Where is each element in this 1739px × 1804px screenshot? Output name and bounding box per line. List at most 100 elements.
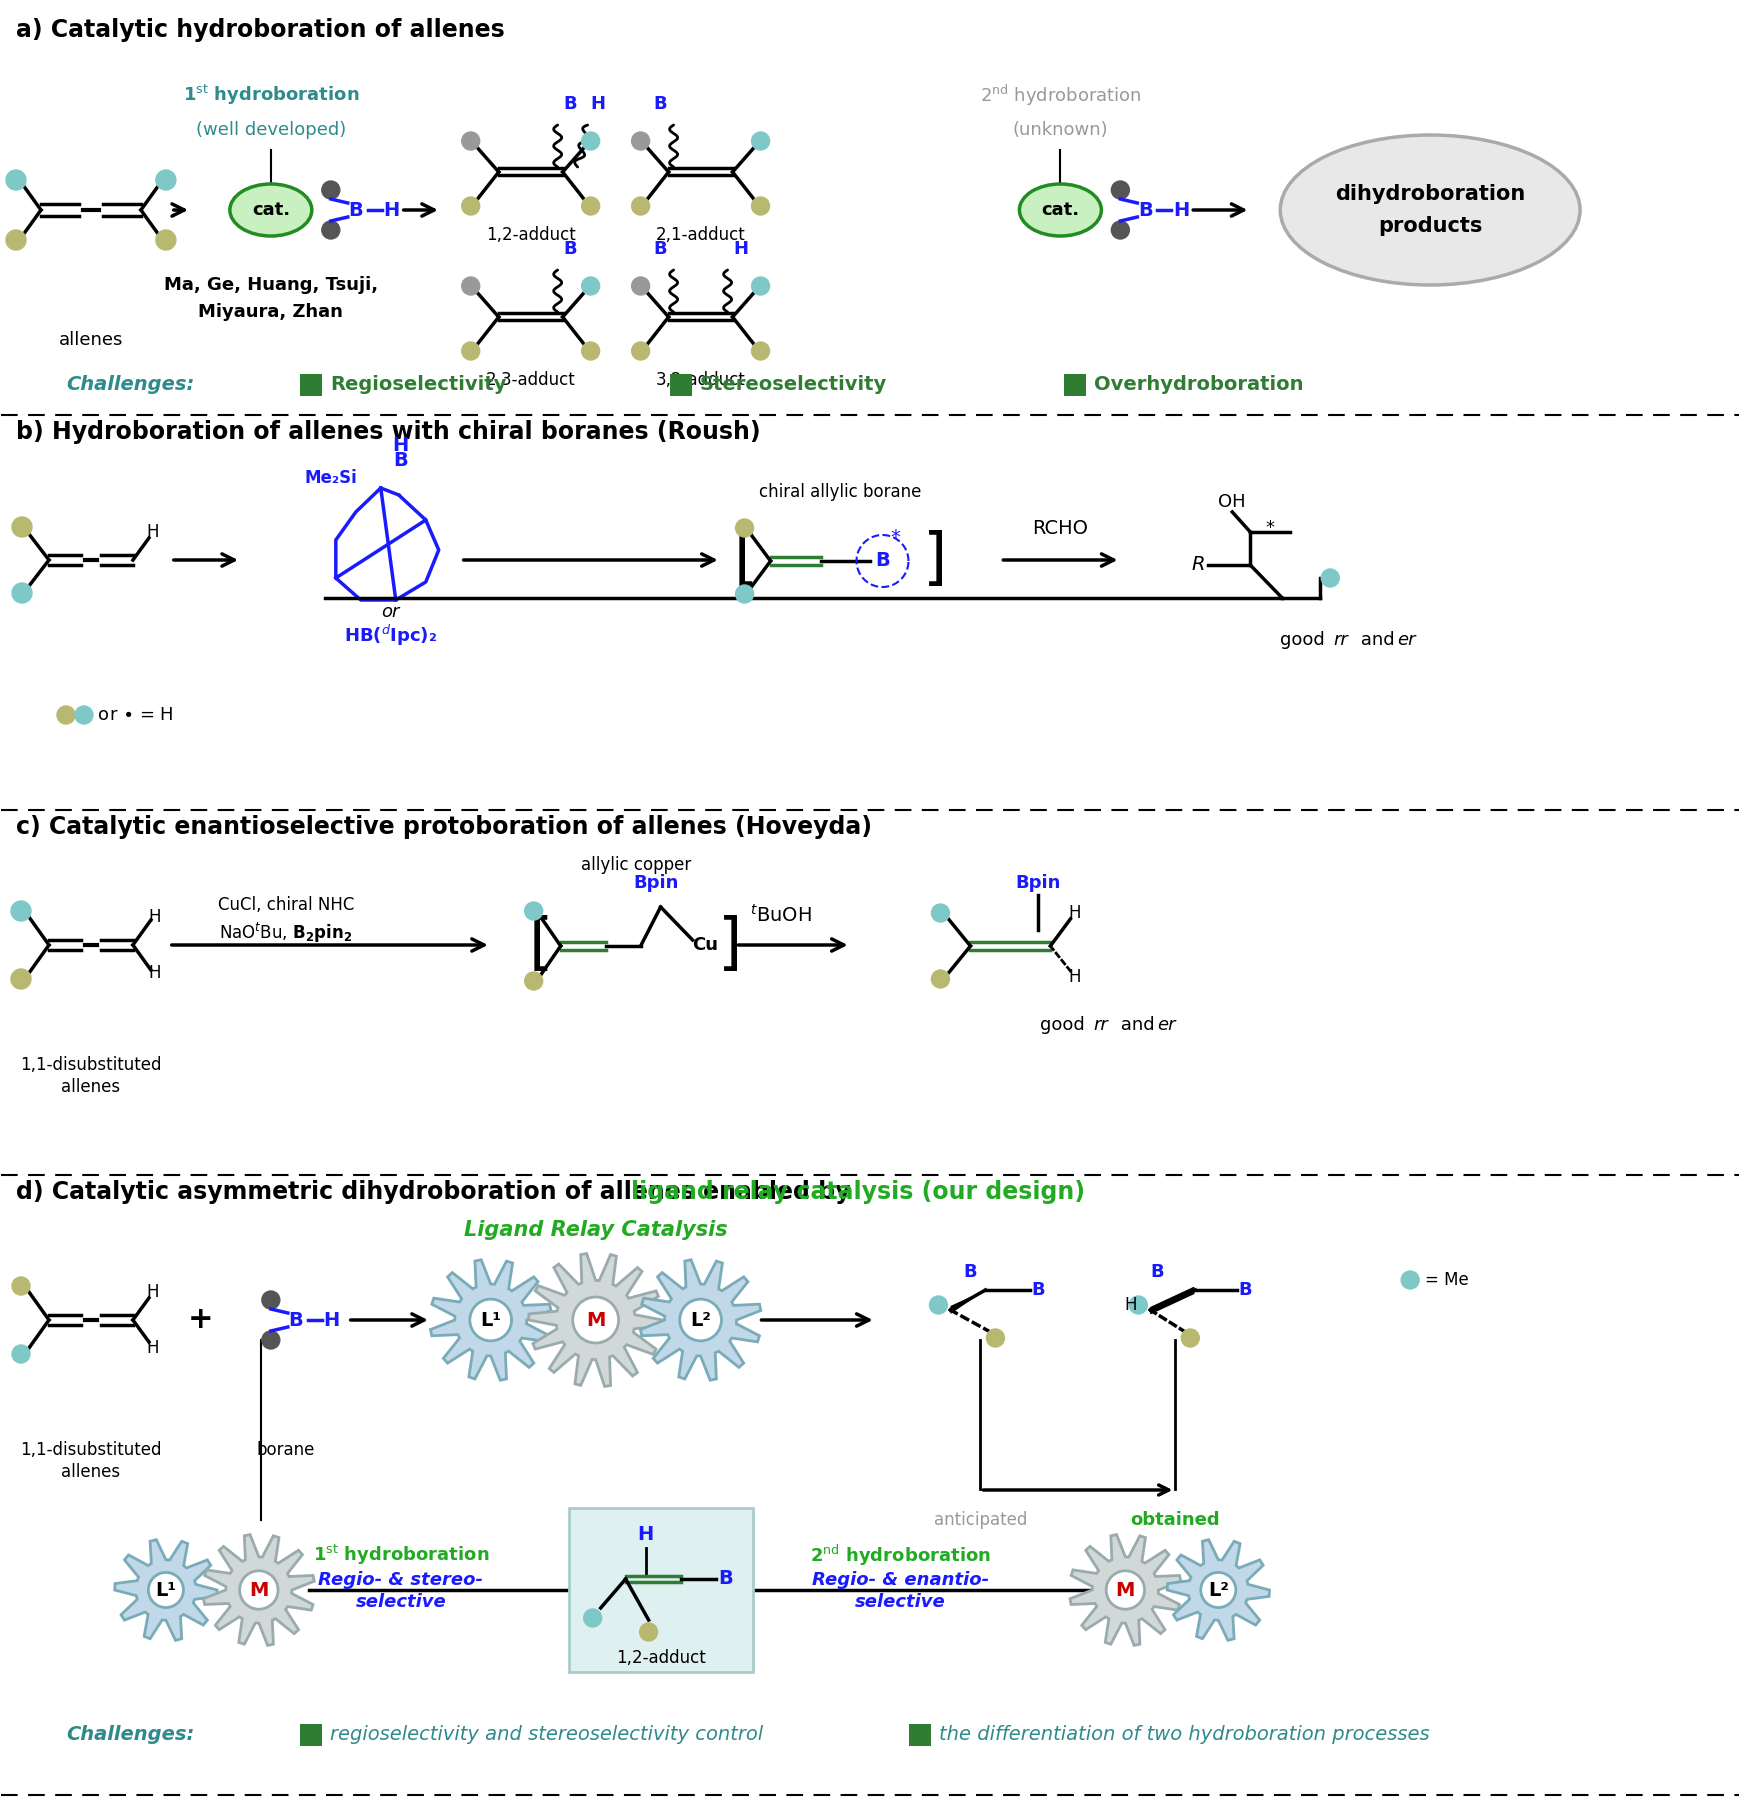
Text: obtained: obtained [1130,1512,1219,1530]
Polygon shape [1167,1539,1269,1640]
Text: *: * [1264,520,1275,538]
Circle shape [736,520,753,538]
Text: Me₂Si: Me₂Si [304,469,356,487]
Circle shape [751,278,769,296]
Circle shape [157,170,176,189]
Text: chiral allylic borane: chiral allylic borane [758,483,922,502]
Text: B: B [718,1569,732,1589]
Circle shape [461,278,480,296]
Text: B: B [289,1310,303,1330]
Text: B: B [393,451,409,471]
Text: H: H [146,1283,158,1301]
Polygon shape [529,1254,663,1387]
FancyBboxPatch shape [909,1725,930,1746]
Text: B: B [563,240,577,258]
Text: allenes: allenes [59,330,123,348]
Circle shape [470,1299,511,1340]
Circle shape [461,197,480,215]
Text: ]: ] [718,915,743,974]
Text: Bpin: Bpin [1016,873,1061,891]
Text: 3,2-adduct: 3,2-adduct [656,372,744,390]
Text: cat.: cat. [252,200,290,218]
Text: L¹: L¹ [480,1310,501,1330]
Circle shape [1400,1272,1419,1290]
FancyBboxPatch shape [1064,373,1085,397]
Text: Ma, Ge, Huang, Tsuji,: Ma, Ge, Huang, Tsuji, [163,276,377,294]
Text: CuCl, chiral NHC: CuCl, chiral NHC [217,897,353,915]
Text: the differentiation of two hydroboration processes: the differentiation of two hydroboration… [939,1725,1429,1744]
Text: rr: rr [1092,1016,1108,1034]
Circle shape [75,705,92,723]
Circle shape [5,170,26,189]
Text: selective: selective [355,1593,445,1611]
Text: cat.: cat. [1040,200,1078,218]
Circle shape [986,1330,1003,1348]
Circle shape [751,343,769,361]
Text: B: B [1137,200,1151,220]
Circle shape [525,972,543,990]
FancyBboxPatch shape [299,373,322,397]
Circle shape [583,1609,602,1627]
FancyBboxPatch shape [299,1725,322,1746]
Text: NaO$^t$Bu, $\mathbf{B_2pin_2}$: NaO$^t$Bu, $\mathbf{B_2pin_2}$ [219,922,353,945]
Circle shape [461,343,480,361]
Text: 1,1-disubstituted: 1,1-disubstituted [21,1441,162,1459]
Text: OH: OH [1217,492,1245,511]
Polygon shape [430,1259,551,1380]
Text: H: H [1123,1295,1137,1313]
Circle shape [461,132,480,150]
Text: 1$^{\rm st}$ hydroboration: 1$^{\rm st}$ hydroboration [183,83,358,106]
Text: Regio- & stereo-: Regio- & stereo- [318,1571,483,1589]
Circle shape [631,278,649,296]
Circle shape [572,1297,619,1342]
Text: R: R [1191,556,1205,574]
Circle shape [631,197,649,215]
Text: b) Hydroboration of allenes with chiral boranes (Roush): b) Hydroboration of allenes with chiral … [16,420,760,444]
Text: allenes: allenes [61,1079,120,1097]
Text: H: H [323,1310,339,1330]
Text: L²: L² [1207,1580,1228,1600]
Text: 2,1-adduct: 2,1-adduct [656,226,744,244]
Text: Regioselectivity: Regioselectivity [330,375,506,395]
Text: $\bullet$ or $\bullet$ = H: $\bullet$ or $\bullet$ = H [82,705,174,723]
Text: L¹: L¹ [155,1580,176,1600]
Text: RCHO: RCHO [1031,518,1089,538]
Text: er: er [1396,631,1416,649]
Text: H: H [732,240,748,258]
Text: B: B [563,96,577,114]
Ellipse shape [1280,135,1579,285]
Text: M: M [249,1580,268,1600]
Text: 1,2-adduct: 1,2-adduct [616,1649,704,1667]
Circle shape [322,180,339,198]
Circle shape [581,132,600,150]
Circle shape [261,1331,280,1349]
Text: B: B [1238,1281,1252,1299]
Text: *: * [890,529,899,547]
Ellipse shape [230,184,311,236]
Text: B: B [875,552,889,570]
Circle shape [240,1571,278,1609]
Text: L²: L² [690,1310,711,1330]
Text: H: H [383,200,400,220]
Ellipse shape [1019,184,1101,236]
Circle shape [10,900,31,922]
Circle shape [930,971,949,989]
Text: H: H [1068,969,1080,987]
Text: dihydroboration: dihydroboration [1334,184,1525,204]
Text: H: H [146,1339,158,1357]
Circle shape [1106,1571,1144,1609]
Text: H: H [148,907,162,925]
Text: = Me: = Me [1424,1272,1468,1290]
Text: 1,2-adduct: 1,2-adduct [485,226,576,244]
Text: good: good [1280,631,1330,649]
Text: Challenges:: Challenges: [66,375,195,395]
Text: (unknown): (unknown) [1012,121,1108,139]
Circle shape [1111,222,1129,238]
Text: anticipated: anticipated [934,1512,1026,1530]
Text: HB($^d$Ipc)₂: HB($^d$Ipc)₂ [344,622,436,648]
Circle shape [12,1346,30,1364]
Text: and: and [1355,631,1400,649]
Text: 2,3-adduct: 2,3-adduct [485,372,576,390]
Text: Challenges:: Challenges: [66,1725,195,1744]
Text: 2$^{\rm nd}$ hydroboration: 2$^{\rm nd}$ hydroboration [810,1542,991,1568]
